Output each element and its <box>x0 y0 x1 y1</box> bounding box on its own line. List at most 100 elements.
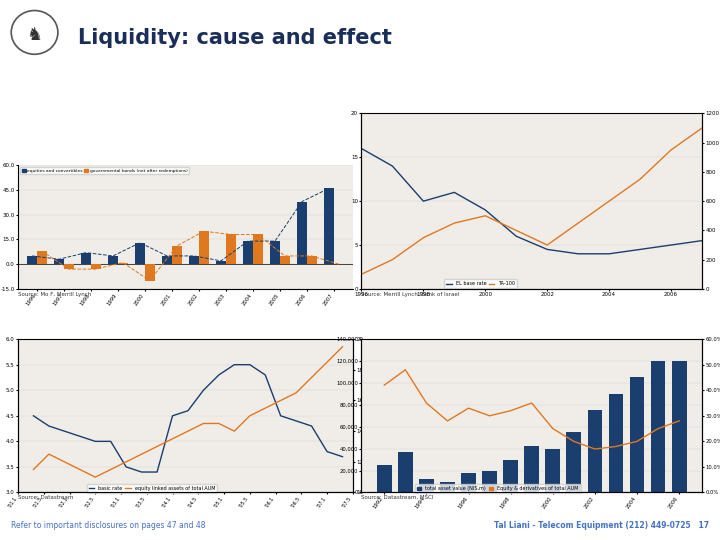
basic rate <box>60 428 68 434</box>
Text: TA-100 vs. basic interest rates: TA-100 vs. basic interest rates <box>457 96 606 105</box>
Bar <box>651 361 665 492</box>
Bar <box>243 241 253 264</box>
basic rate <box>138 469 146 475</box>
Bar <box>135 243 145 264</box>
Line: basic rate: basic rate <box>33 364 343 472</box>
basic rate <box>184 408 192 414</box>
equity linked assets of total AUM <box>276 397 285 404</box>
basic rate <box>107 438 115 444</box>
Text: Source: Merrill Lynch, Bank of Israel: Source: Merrill Lynch, Bank of Israel <box>361 292 459 296</box>
Text: Development in the mutual AUM: Development in the mutual AUM <box>102 322 269 330</box>
equity linked assets of total AUM <box>168 436 177 442</box>
Text: Source: Datastream, MSCI: Source: Datastream, MSCI <box>361 495 434 500</box>
EL base rate <box>636 246 644 253</box>
equity linked assets of total AUM <box>215 420 223 427</box>
TA-100 <box>543 242 552 248</box>
Equity & derivatives of total AUM <box>464 405 473 411</box>
Equity & derivatives of total AUM <box>401 367 410 373</box>
Equity & derivatives of total AUM <box>380 382 389 388</box>
Legend: equities and convertibles, governmental bonds (net after redemptions): equities and convertibles, governmental … <box>20 167 189 174</box>
Text: Source: Datastream: Source: Datastream <box>18 495 73 500</box>
basic rate <box>153 469 161 475</box>
EL base rate <box>388 163 397 169</box>
EL base rate <box>450 189 459 195</box>
Bar <box>567 432 581 492</box>
Bar <box>81 253 91 264</box>
Bar <box>503 460 518 492</box>
basic rate <box>168 413 177 419</box>
basic rate <box>199 387 208 394</box>
Text: Source: Mo F, Merrill Lynch: Source: Mo F, Merrill Lynch <box>18 292 91 296</box>
Equity & derivatives of total AUM <box>506 408 515 414</box>
Bar <box>253 234 263 264</box>
Bar <box>280 256 289 264</box>
Bar <box>672 361 687 492</box>
Line: EL base rate: EL base rate <box>361 148 702 254</box>
Bar <box>145 264 155 281</box>
Equity & derivatives of total AUM <box>633 438 642 444</box>
Equity & derivatives of total AUM <box>654 426 662 432</box>
Text: Refer to important disclosures on pages 47 and 48: Refer to important disclosures on pages … <box>11 522 205 530</box>
TA-100 <box>574 220 582 226</box>
Bar <box>419 480 433 492</box>
equity linked assets of total AUM <box>261 405 269 411</box>
equity linked assets of total AUM <box>323 359 331 366</box>
equity linked assets of total AUM <box>199 420 208 427</box>
equity linked assets of total AUM <box>230 428 238 434</box>
Bar <box>108 256 118 264</box>
Bar <box>546 449 560 492</box>
EL base rate <box>357 145 366 152</box>
EL base rate <box>574 251 582 257</box>
Bar <box>608 394 624 492</box>
Line: equity linked assets of total AUM: equity linked assets of total AUM <box>33 347 343 477</box>
basic rate <box>122 464 130 470</box>
equity linked assets of total AUM <box>107 466 115 472</box>
basic rate <box>29 413 37 419</box>
equity linked assets of total AUM <box>292 389 300 396</box>
equity linked assets of total AUM <box>45 451 53 457</box>
TA-100 <box>512 227 521 234</box>
Bar <box>27 256 37 264</box>
basic rate <box>276 413 285 419</box>
Bar <box>226 234 235 264</box>
Bar <box>189 256 199 264</box>
EL base rate <box>512 233 521 239</box>
Bar <box>307 256 317 264</box>
Bar <box>118 262 127 264</box>
TA-100 <box>698 125 706 131</box>
equity linked assets of total AUM <box>91 474 99 481</box>
basic rate <box>323 448 331 455</box>
equity linked assets of total AUM <box>76 466 84 472</box>
basic rate <box>215 372 223 378</box>
Bar <box>297 201 307 264</box>
Bar <box>482 470 497 492</box>
TA-100 <box>636 176 644 183</box>
Bar <box>398 452 413 492</box>
Bar <box>324 188 334 264</box>
Bar <box>462 472 476 492</box>
Bar <box>630 377 644 492</box>
equity linked assets of total AUM <box>122 458 130 465</box>
equity linked assets of total AUM <box>29 466 37 472</box>
equity linked assets of total AUM <box>184 428 192 434</box>
Bar <box>64 264 73 269</box>
Text: Liquidity: cause and effect: Liquidity: cause and effect <box>78 28 392 48</box>
EL base rate <box>698 238 706 244</box>
EL base rate <box>543 246 552 253</box>
Equity & derivatives of total AUM <box>570 438 578 444</box>
Bar <box>440 482 455 492</box>
Equity & derivatives of total AUM <box>675 417 683 424</box>
basic rate <box>292 417 300 424</box>
Equity & derivatives of total AUM <box>549 426 557 432</box>
Text: Tal Liani - Telecom Equipment (212) 449-0725   17: Tal Liani - Telecom Equipment (212) 449-… <box>494 522 709 530</box>
TA-100 <box>357 271 366 278</box>
equity linked assets of total AUM <box>246 413 254 419</box>
Legend: EL base rate, TA-100: EL base rate, TA-100 <box>444 279 518 288</box>
basic rate <box>261 372 269 378</box>
Bar <box>216 261 226 264</box>
basic rate <box>246 361 254 368</box>
basic rate <box>76 433 84 440</box>
Bar <box>377 465 392 492</box>
TA-100 <box>481 213 490 219</box>
TA-100 <box>388 256 397 263</box>
